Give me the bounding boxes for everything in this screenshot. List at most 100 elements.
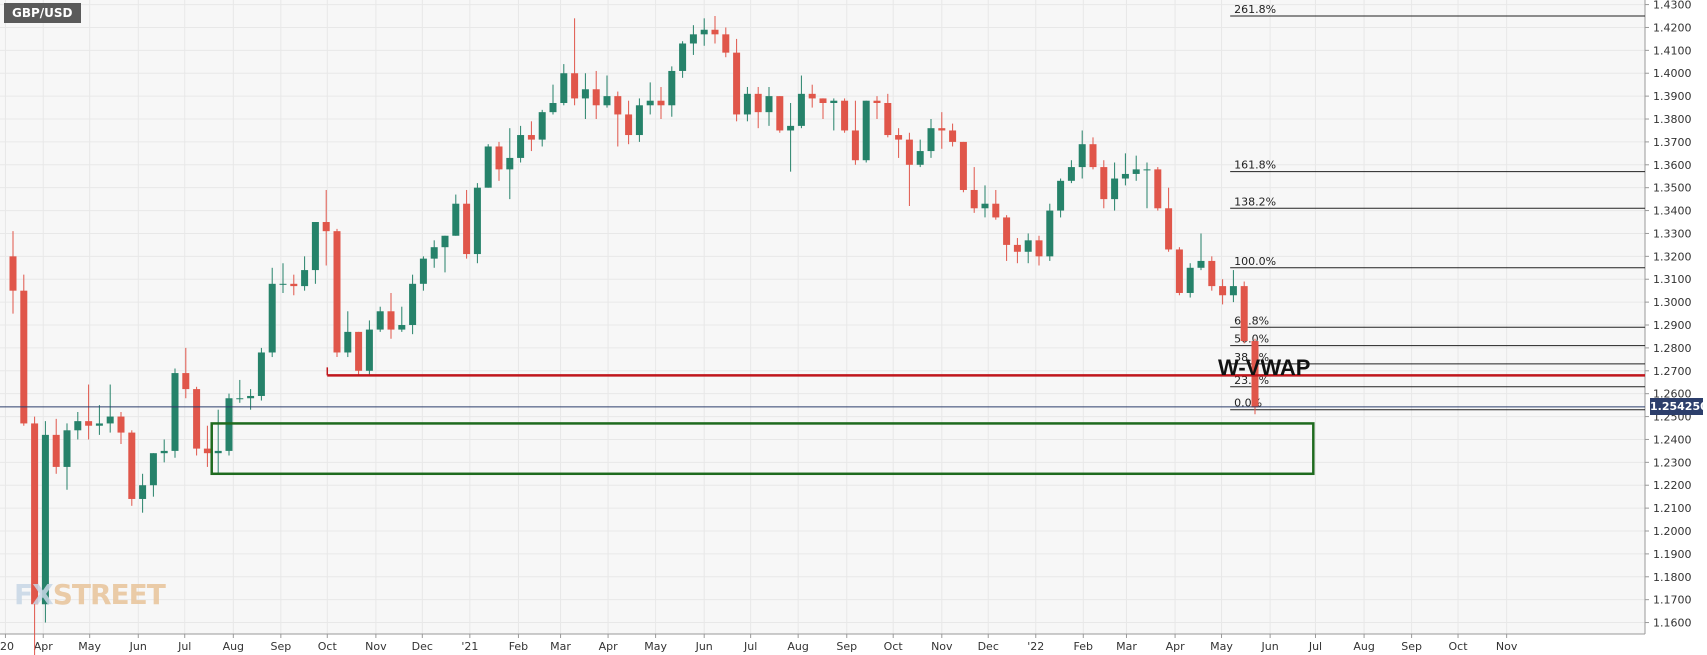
candle-down — [387, 311, 395, 330]
x-tick-label: Nov — [365, 640, 387, 653]
candle-up — [560, 73, 568, 103]
candle-up — [160, 450, 168, 454]
candle-up — [365, 329, 373, 371]
candle-down — [1035, 240, 1043, 257]
candle-down — [819, 98, 827, 103]
fxstreet-watermark: FXSTREET — [14, 578, 166, 611]
candle-up — [981, 203, 989, 209]
candle-down — [1175, 249, 1183, 293]
vwap-label: W-VWAP — [1218, 355, 1311, 380]
y-tick-label: 1.3700 — [1653, 136, 1692, 149]
y-tick-label: 1.2300 — [1653, 456, 1692, 469]
x-tick-label: Feb — [1074, 640, 1093, 653]
candle-down — [1013, 244, 1021, 252]
y-tick-label: 1.1800 — [1653, 571, 1692, 584]
candle-up — [41, 434, 49, 605]
y-tick-label: 1.4200 — [1653, 21, 1692, 34]
candle-down — [992, 203, 1000, 218]
candle-up — [452, 203, 460, 236]
candle-up — [95, 423, 103, 426]
candle-up — [916, 151, 924, 165]
x-tick-label: Apr — [1166, 640, 1186, 653]
candle-up — [344, 331, 352, 353]
y-tick-label: 1.3500 — [1653, 182, 1692, 195]
candle-down — [322, 222, 330, 232]
candle-up — [1067, 167, 1075, 181]
candle-down — [905, 139, 913, 165]
x-tick-label: Oct — [884, 640, 904, 653]
x-tick-label: Sep — [836, 640, 857, 653]
candle-up — [635, 105, 643, 136]
candle-up — [646, 100, 654, 106]
candle-up — [538, 112, 546, 140]
candle-up — [1024, 240, 1032, 252]
candle-down — [959, 141, 967, 190]
candle-down — [333, 231, 341, 353]
x-tick-label: Jul — [1308, 640, 1322, 653]
candle-down — [1003, 217, 1011, 245]
x-tick-label: May — [644, 640, 667, 653]
candle-up — [743, 93, 751, 115]
x-tick-label: Nov — [1496, 640, 1518, 653]
candle-up — [1197, 260, 1205, 268]
y-tick-label: 1.4100 — [1653, 44, 1692, 57]
x-tick-label: Jun — [695, 640, 713, 653]
candle-up — [214, 450, 222, 454]
y-tick-label: 1.3100 — [1653, 273, 1692, 286]
x-tick-label: Jun — [129, 640, 147, 653]
candle-up — [268, 283, 276, 353]
y-tick-label: 1.2600 — [1653, 388, 1692, 401]
plot-background — [0, 0, 1645, 634]
candle-up — [603, 96, 611, 106]
candle-down — [1100, 167, 1108, 200]
candle-down — [614, 96, 622, 115]
y-tick-label: 1.2200 — [1653, 479, 1692, 492]
fib-level-label: 61.8% — [1234, 314, 1269, 327]
candle-down — [85, 421, 93, 426]
candle-up — [700, 29, 708, 35]
x-tick-label: Apr — [34, 640, 54, 653]
candle-up — [149, 453, 157, 486]
x-tick-label: Sep — [270, 640, 291, 653]
support-zone-box — [210, 422, 1315, 476]
candle-up — [398, 325, 406, 330]
fib-level-label: 161.8% — [1234, 159, 1276, 172]
candle-down — [970, 189, 978, 209]
candle-up — [927, 128, 935, 152]
candle-up — [1143, 169, 1151, 171]
candle-down — [1208, 260, 1216, 287]
y-tick-label: 1.3900 — [1653, 90, 1692, 103]
candle-down — [355, 331, 363, 371]
y-tick-label: 1.4300 — [1653, 0, 1692, 12]
y-tick-label: 1.2800 — [1653, 342, 1692, 355]
candle-up — [74, 421, 82, 431]
candle-up — [484, 146, 492, 188]
x-tick-label: Dec — [412, 640, 433, 653]
x-tick-label: Aug — [223, 640, 244, 653]
candle-up — [797, 93, 805, 126]
x-tick-label: '20 — [0, 640, 14, 653]
fib-level-label: 261.8% — [1234, 3, 1276, 16]
candle-down — [851, 130, 859, 161]
x-tick-label: Apr — [599, 640, 619, 653]
candle-down — [1154, 169, 1162, 209]
candle-down — [20, 290, 28, 424]
y-tick-label: 1.2900 — [1653, 319, 1692, 332]
y-tick-label: 1.3600 — [1653, 159, 1692, 172]
y-tick-label: 1.2100 — [1653, 502, 1692, 515]
candle-up — [236, 398, 244, 400]
y-tick-label: 1.3800 — [1653, 113, 1692, 126]
x-tick-label: Nov — [931, 640, 953, 653]
candle-up — [171, 373, 179, 451]
candle-down — [52, 434, 60, 467]
candle-up — [441, 235, 449, 248]
candle-up — [1078, 144, 1086, 168]
y-tick-label: 1.3000 — [1653, 296, 1692, 309]
x-tick-label: '22 — [1027, 640, 1044, 653]
y-tick-label: 1.1700 — [1653, 594, 1692, 607]
candle-up — [1111, 178, 1119, 200]
y-tick-label: 1.2400 — [1653, 433, 1692, 446]
y-tick-label: 1.4000 — [1653, 67, 1692, 80]
candle-up — [668, 70, 676, 106]
